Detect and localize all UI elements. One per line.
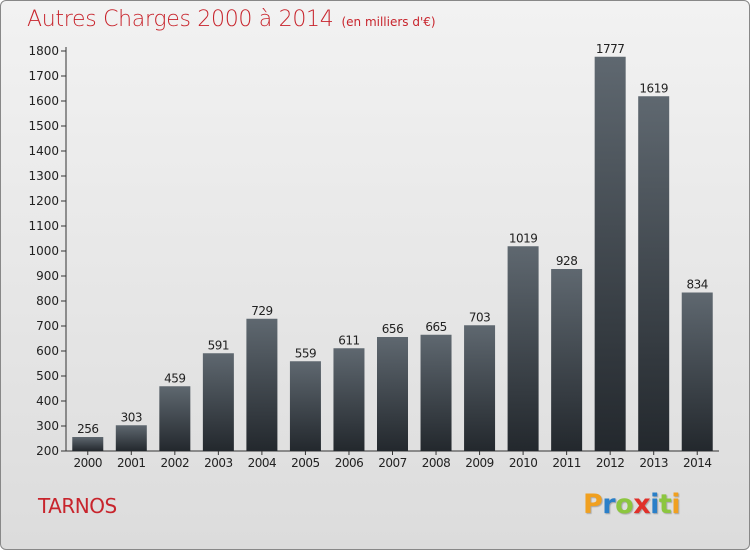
bar bbox=[377, 337, 408, 451]
bar bbox=[159, 386, 191, 451]
bar-value-label: 459 bbox=[164, 371, 185, 385]
x-tick-label: 2010 bbox=[509, 456, 538, 470]
bar bbox=[464, 325, 496, 451]
bar bbox=[115, 425, 147, 451]
bar-value-label: 1777 bbox=[596, 42, 625, 56]
x-tick-label: 2004 bbox=[248, 456, 277, 470]
x-tick-label: 2007 bbox=[378, 456, 407, 470]
proxiti-logo: Proxiti bbox=[583, 489, 681, 520]
bar-value-label: 1019 bbox=[509, 231, 538, 245]
y-tick-label: 1500 bbox=[28, 119, 59, 133]
x-tick-label: 2006 bbox=[335, 456, 364, 470]
x-tick-label: 2002 bbox=[161, 456, 190, 470]
chart-unit: (en milliers d'€) bbox=[341, 15, 436, 29]
bar bbox=[681, 292, 713, 451]
bar bbox=[420, 334, 452, 451]
bar-value-label: 665 bbox=[425, 320, 446, 334]
y-tick-label: 1100 bbox=[28, 219, 59, 233]
y-tick-label: 1600 bbox=[28, 94, 59, 108]
logo-letter: i bbox=[650, 489, 659, 520]
y-tick-label: 500 bbox=[36, 369, 59, 383]
chart-title: Autres Charges 2000 à 2014 bbox=[27, 7, 334, 32]
y-tick-label: 1700 bbox=[28, 69, 59, 83]
bar-value-label: 611 bbox=[338, 333, 359, 347]
x-tick-label: 2005 bbox=[291, 456, 320, 470]
y-tick-label: 400 bbox=[36, 394, 59, 408]
title-block: Autres Charges 2000 à 2014 (en milliers d… bbox=[27, 7, 436, 32]
x-tick-label: 2000 bbox=[73, 456, 102, 470]
bar bbox=[72, 437, 104, 451]
y-tick-label: 600 bbox=[36, 344, 59, 358]
bar-value-label: 928 bbox=[556, 254, 577, 268]
x-tick-label: 2013 bbox=[639, 456, 668, 470]
logo-letter: i bbox=[671, 489, 681, 520]
bar bbox=[507, 246, 539, 451]
logo-letter: P bbox=[583, 489, 603, 520]
x-tick-label: 2008 bbox=[422, 456, 451, 470]
y-tick-label: 300 bbox=[36, 419, 59, 433]
y-tick-label: 1000 bbox=[28, 244, 59, 258]
bar bbox=[551, 269, 583, 451]
bar bbox=[638, 96, 670, 451]
bar-value-label: 703 bbox=[469, 310, 490, 324]
logo-letter: x bbox=[633, 489, 651, 520]
x-tick-label: 2001 bbox=[117, 456, 146, 470]
bar-value-label: 1619 bbox=[639, 81, 668, 95]
bar bbox=[289, 361, 321, 451]
bar bbox=[594, 56, 626, 451]
bar-value-label: 729 bbox=[251, 304, 272, 318]
bar bbox=[202, 353, 234, 451]
bar bbox=[246, 318, 278, 451]
bar-value-label: 256 bbox=[77, 422, 98, 436]
logo-letter: r bbox=[602, 489, 616, 520]
y-tick-label: 1800 bbox=[28, 44, 59, 58]
place-name: TARNOS bbox=[38, 494, 117, 518]
y-tick-label: 200 bbox=[36, 444, 59, 458]
logo-letter: o bbox=[615, 489, 634, 520]
x-tick-label: 2011 bbox=[552, 456, 581, 470]
x-tick-label: 2003 bbox=[204, 456, 233, 470]
x-tick-label: 2012 bbox=[596, 456, 625, 470]
bar-value-label: 591 bbox=[208, 338, 229, 352]
x-tick-label: 2009 bbox=[465, 456, 494, 470]
y-tick-label: 1300 bbox=[28, 169, 59, 183]
bar-value-label: 834 bbox=[687, 278, 708, 292]
bar-value-label: 559 bbox=[295, 346, 316, 360]
bar-value-label: 303 bbox=[121, 410, 142, 424]
y-tick-label: 1200 bbox=[28, 194, 59, 208]
y-tick-label: 900 bbox=[36, 269, 59, 283]
bar bbox=[333, 348, 365, 451]
bar-value-label: 656 bbox=[382, 322, 403, 336]
x-tick-label: 2014 bbox=[683, 456, 712, 470]
logo-letter: t bbox=[658, 489, 672, 520]
y-tick-label: 700 bbox=[36, 319, 59, 333]
y-tick-label: 800 bbox=[36, 294, 59, 308]
y-tick-label: 1400 bbox=[28, 144, 59, 158]
